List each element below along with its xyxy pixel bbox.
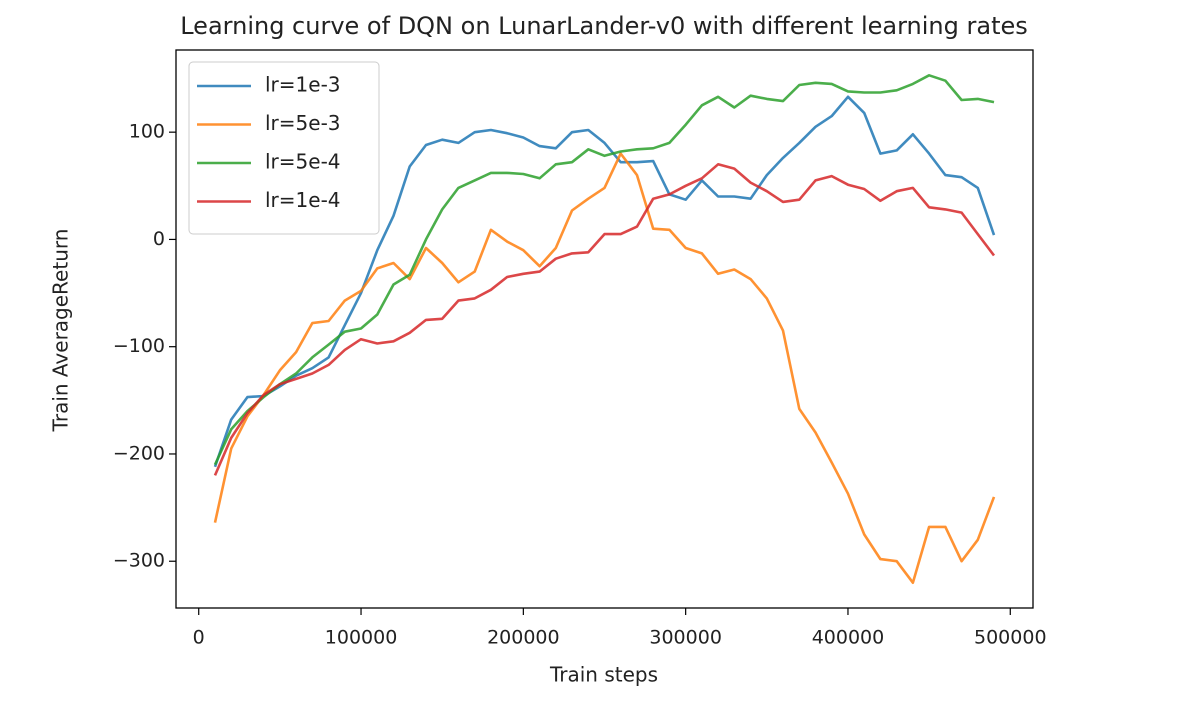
line-series: [213, 74, 995, 466]
y-axis-label: Train AverageReturn: [49, 229, 73, 433]
line-series: [213, 95, 996, 468]
legend-label: lr=5e-3: [265, 111, 341, 135]
plot-frame: [175, 49, 1034, 609]
x-tick-label: 300000: [649, 627, 722, 649]
y-tick-label: −200: [113, 442, 165, 464]
y-tick-label: −300: [113, 550, 165, 572]
y-tick-label: −100: [113, 335, 165, 357]
chart-title: Learning curve of DQN on LunarLander-v0 …: [180, 12, 1028, 40]
line-series: [213, 152, 996, 584]
legend-label: lr=1e-3: [265, 73, 341, 97]
legend-label: lr=1e-4: [265, 188, 341, 212]
x-tick-label: 400000: [812, 627, 885, 649]
x-axis-label: Train steps: [549, 663, 658, 687]
x-tick-label: 0: [193, 627, 205, 649]
x-tick-label: 500000: [974, 627, 1047, 649]
line-series: [213, 163, 996, 476]
x-tick-label: 200000: [487, 627, 560, 649]
x-tick-label: 100000: [325, 627, 398, 649]
legend-box: [188, 61, 380, 235]
legend-label: lr=5e-4: [265, 150, 341, 174]
y-tick-label: 100: [129, 121, 165, 143]
y-tick-label: 0: [153, 228, 165, 250]
